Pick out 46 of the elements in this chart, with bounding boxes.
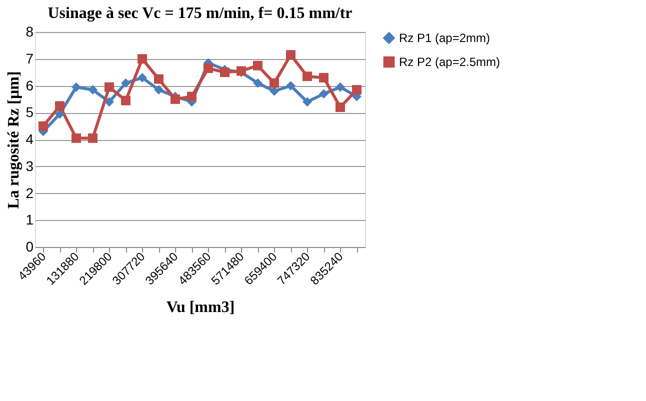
legend-label: Rz P1 (ap=2mm) — [399, 31, 490, 45]
point — [138, 72, 147, 82]
point — [319, 89, 328, 99]
y-tick-label: 8 — [26, 24, 34, 40]
point — [319, 72, 328, 82]
point — [187, 92, 196, 102]
y-tick-label: 7 — [26, 50, 34, 66]
point — [138, 54, 147, 64]
point — [286, 50, 296, 60]
point — [286, 81, 296, 90]
point — [88, 133, 98, 143]
y-tick-label: 2 — [26, 184, 34, 201]
point — [220, 68, 230, 78]
y-axis-title: La rugosité Rz [µm] — [6, 71, 23, 209]
point — [336, 82, 345, 92]
point — [104, 97, 114, 107]
y-tick-label: 6 — [26, 77, 34, 94]
point — [121, 96, 130, 106]
point — [154, 85, 164, 95]
point — [253, 60, 262, 70]
y-tick-label: 4 — [26, 131, 34, 147]
point — [302, 72, 312, 82]
point — [170, 94, 180, 104]
point — [154, 74, 164, 84]
y-tick-label: 0 — [26, 238, 34, 254]
legend-label: Rz P2 (ap=2.5mm) — [399, 55, 500, 69]
point — [72, 133, 81, 143]
point — [253, 78, 262, 88]
point — [336, 102, 345, 112]
chart-title: Usinage à sec Vc = 175 m/min, f= 0.15 mm/tr — [48, 5, 352, 22]
point — [72, 82, 81, 92]
point — [204, 64, 213, 74]
point — [270, 78, 279, 88]
point — [121, 78, 130, 88]
point — [104, 82, 114, 92]
point — [55, 101, 64, 111]
y-tick-label: 3 — [26, 158, 34, 174]
y-tick-label: 5 — [26, 104, 34, 120]
point — [38, 121, 48, 131]
point — [88, 85, 98, 95]
point — [302, 97, 312, 107]
point — [352, 85, 362, 95]
point — [55, 109, 64, 119]
x-axis-title: Vu [mm3] — [166, 299, 235, 316]
point — [270, 86, 279, 96]
y-tick-label: 1 — [26, 212, 34, 228]
